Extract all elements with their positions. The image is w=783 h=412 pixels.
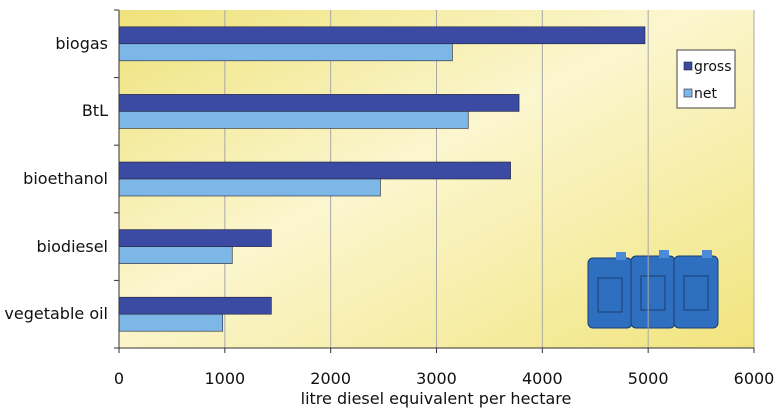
legend-box — [676, 49, 736, 109]
bar — [118, 161, 511, 180]
x-tick-label: 4000 — [522, 369, 563, 388]
bar — [118, 94, 520, 112]
bar — [118, 313, 224, 332]
x-tick-label: 3000 — [416, 369, 457, 388]
x-tick-label: 2000 — [310, 369, 351, 388]
x-tick-label: 1000 — [204, 369, 245, 388]
y-tick-label: BtL — [81, 101, 108, 121]
x-tick-label: 5000 — [628, 369, 669, 388]
y-tick-label: bioethanol — [23, 169, 108, 188]
bar — [118, 26, 646, 45]
y-tick-label: biogas — [55, 33, 108, 53]
x-axis-title: litre diesel equivalent per hectare — [301, 389, 572, 408]
legend-swatch — [683, 88, 693, 98]
plot-layer — [118, 10, 755, 348]
x-tick-label: 0 — [114, 369, 124, 388]
bar — [118, 178, 381, 197]
jerry-cans — [587, 250, 719, 329]
y-tick-label: vegetable oil — [4, 304, 108, 324]
legend-label: gross — [694, 59, 732, 75]
legend-swatch — [683, 61, 693, 71]
legend-label: net — [694, 86, 717, 102]
bar — [118, 229, 272, 247]
bar — [118, 246, 233, 264]
y-tick-label: biodiesel — [36, 236, 108, 256]
x-tick-label: 6000 — [734, 369, 775, 388]
bar — [118, 296, 272, 315]
bar — [118, 111, 469, 129]
bar — [118, 43, 453, 62]
